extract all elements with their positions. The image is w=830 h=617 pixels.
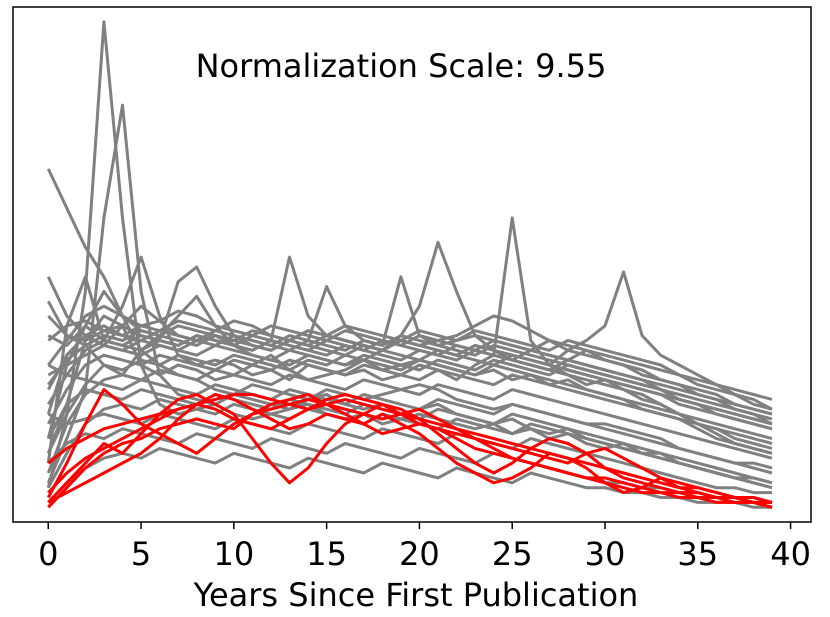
x-axis-label: Years Since First Publication	[193, 576, 639, 614]
highlight-series-line-4	[47, 393, 772, 504]
background-series-line-17	[46, 368, 773, 474]
x-tick-label-2: 10	[213, 535, 254, 573]
background-series-line-18	[47, 363, 773, 475]
background-series-line-13	[47, 343, 773, 426]
x-tick-label-8: 40	[770, 535, 811, 573]
background-series-line-11	[47, 319, 773, 401]
highlight-series-line-1	[47, 397, 773, 509]
highlight-series-group	[46, 388, 773, 509]
background-series-line-21	[47, 412, 772, 495]
background-series-line-20	[46, 397, 773, 490]
background-series-line-5	[46, 240, 773, 454]
plot-frame	[12, 6, 812, 523]
highlight-series-line-3	[46, 388, 773, 509]
x-tick-label-5: 25	[492, 535, 533, 573]
x-axis-ticks: 0 5 10 15 20 25 30 35 40	[38, 522, 811, 573]
background-series-line-10	[47, 304, 773, 411]
x-tick-label-0: 0	[38, 535, 58, 573]
background-series-group	[46, 20, 773, 509]
highlight-series-line-5	[47, 393, 773, 509]
background-series-line-23	[47, 446, 772, 509]
background-series-line-22	[47, 427, 773, 504]
background-series-line-25	[47, 329, 773, 426]
background-series-line-14	[47, 314, 773, 416]
x-tick-label-4: 20	[399, 535, 440, 573]
background-series-line-16	[46, 353, 773, 454]
normalization-scale-annotation: Normalization Scale: 9.55	[196, 47, 607, 85]
highlight-series-line-2	[47, 393, 772, 504]
x-tick-label-6: 30	[585, 535, 626, 573]
x-tick-label-7: 35	[677, 535, 718, 573]
highlight-series-line-0	[47, 393, 773, 504]
background-series-line-15	[46, 353, 773, 445]
background-series-line-9	[46, 275, 773, 416]
background-series-line-3	[46, 216, 773, 464]
x-tick-label-1: 5	[131, 535, 151, 573]
x-tick-label-3: 15	[306, 535, 347, 573]
